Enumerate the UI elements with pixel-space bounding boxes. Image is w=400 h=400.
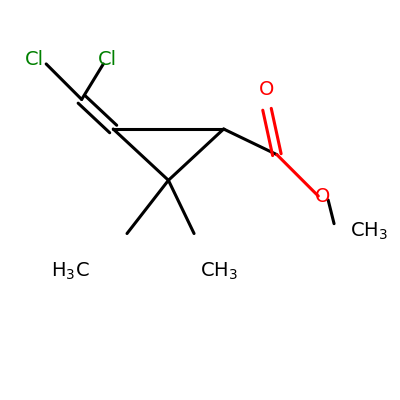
Text: Cl: Cl xyxy=(25,50,44,70)
Text: O: O xyxy=(314,186,330,206)
Text: $\mathregular{CH_3}$: $\mathregular{CH_3}$ xyxy=(350,221,388,242)
Text: $\mathregular{CH_3}$: $\mathregular{CH_3}$ xyxy=(200,260,238,282)
Text: O: O xyxy=(259,80,275,99)
Text: Cl: Cl xyxy=(98,50,117,70)
Text: $\mathregular{H_3C}$: $\mathregular{H_3C}$ xyxy=(51,260,90,282)
